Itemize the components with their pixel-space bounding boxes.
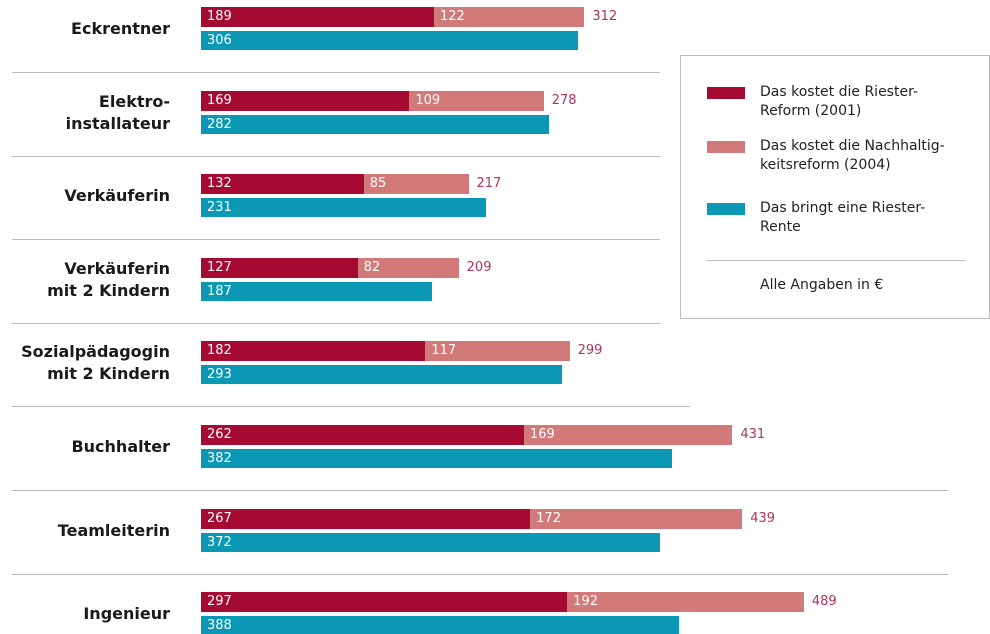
legend-swatch xyxy=(707,141,745,153)
bar: 109 xyxy=(409,90,544,111)
category-label: Verkäuferin mit 2 Kindern xyxy=(47,258,170,300)
row-separator xyxy=(12,406,690,408)
legend-label: Das bringt eine Riester- Rente xyxy=(760,200,926,235)
bar: 172 xyxy=(530,508,743,529)
bar: 388 xyxy=(201,616,680,634)
value-label: 187 xyxy=(207,283,232,299)
row-separator xyxy=(12,72,660,73)
row-separator xyxy=(12,573,948,575)
value-label: 293 xyxy=(207,367,232,383)
value-label: 117 xyxy=(431,343,457,359)
value-label: 306 xyxy=(207,33,232,48)
value-label: 122 xyxy=(440,9,465,24)
bar: 169 xyxy=(201,90,410,111)
category-label: Verkäuferin xyxy=(64,186,170,206)
bar: 85 xyxy=(363,174,469,195)
bar: 187 xyxy=(201,281,432,301)
total-label: 489 xyxy=(811,594,837,610)
bar: 182 xyxy=(201,341,426,362)
value-label: 297 xyxy=(207,594,232,610)
bar: 372 xyxy=(201,532,660,552)
legend-swatch xyxy=(707,203,745,215)
bar: 282 xyxy=(201,114,549,134)
value-label: 388 xyxy=(207,618,232,634)
value-label: 192 xyxy=(573,594,598,610)
bar: 189 xyxy=(201,7,434,27)
value-label: 231 xyxy=(207,200,232,216)
row-separator xyxy=(12,155,660,157)
value-label: 127 xyxy=(207,259,232,275)
bar: 127 xyxy=(201,257,358,278)
bar: 192 xyxy=(567,592,804,613)
value-label: 189 xyxy=(207,9,232,24)
category-label: Sozialpädagogin mit 2 Kindern xyxy=(21,342,170,384)
bar: 267 xyxy=(201,508,531,529)
legend-label: Das kostet die Nachhaltig- keitsreform (… xyxy=(760,138,945,173)
value-label: 262 xyxy=(207,427,232,442)
total-label: 209 xyxy=(466,259,492,275)
value-label: 172 xyxy=(536,510,561,526)
bar: 231 xyxy=(201,198,486,218)
total-label: 431 xyxy=(740,427,766,442)
bar: 382 xyxy=(201,449,672,468)
legend-divider xyxy=(707,260,965,261)
category-label: Buchhalter xyxy=(71,437,170,456)
row-separator xyxy=(12,322,660,324)
value-label: 132 xyxy=(207,176,232,192)
unit-note: Alle Angaben in € xyxy=(760,277,884,293)
category-label: Teamleiterin xyxy=(57,520,170,540)
total-label: 439 xyxy=(750,510,776,526)
total-label: 278 xyxy=(551,92,577,108)
category-label: Ingenieur xyxy=(83,604,170,624)
bar: 132 xyxy=(201,174,364,195)
total-label: 299 xyxy=(577,343,603,359)
value-label: 109 xyxy=(415,92,441,108)
row-separator xyxy=(12,490,948,491)
value-label: 267 xyxy=(207,510,232,526)
total-label: 312 xyxy=(592,9,618,24)
value-label: 182 xyxy=(207,343,232,359)
bar: 117 xyxy=(425,341,570,362)
total-label: 217 xyxy=(476,176,502,192)
bar: 262 xyxy=(201,425,524,445)
value-label: 282 xyxy=(207,116,232,132)
bar: 297 xyxy=(201,592,568,613)
value-label: 372 xyxy=(207,534,232,550)
legend-swatch xyxy=(707,87,745,99)
bar: 122 xyxy=(434,7,585,27)
value-label: 85 xyxy=(369,176,387,192)
value-label: 82 xyxy=(363,259,381,275)
bar: 306 xyxy=(201,31,579,50)
value-label: 169 xyxy=(207,92,232,108)
row-separator xyxy=(12,239,660,241)
category-label: Elektro- installateur xyxy=(65,91,170,133)
legend-label: Das kostet die Riester- Reform (2001) xyxy=(760,84,918,119)
value-label: 382 xyxy=(207,451,232,466)
bar: 293 xyxy=(201,365,563,385)
bar: 82 xyxy=(357,257,459,278)
value-label: 169 xyxy=(529,427,555,442)
bar: 169 xyxy=(523,425,733,445)
category-label: Eckrentner xyxy=(71,19,170,38)
